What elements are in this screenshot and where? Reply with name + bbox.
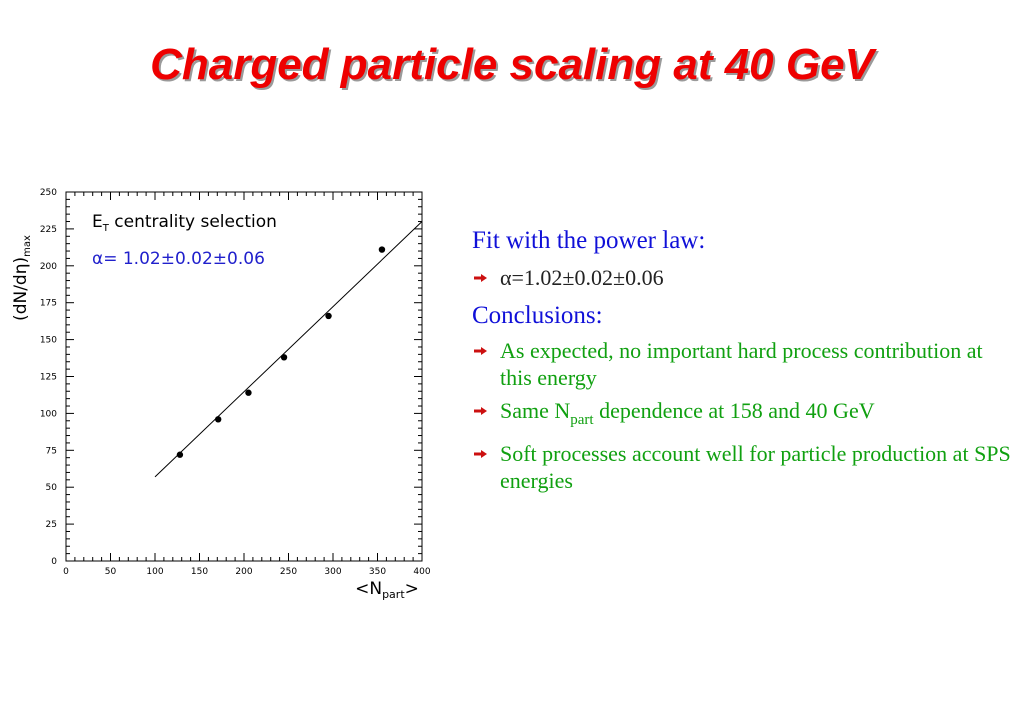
conclusion-bullet-3: Soft processes account well for particle… <box>472 440 1012 494</box>
plot-frame <box>65 191 423 562</box>
x-tick-label: 350 <box>369 567 386 577</box>
x-tick-label: 50 <box>105 567 117 577</box>
y-tick-label: 100 <box>40 409 57 419</box>
text-panel: Fit with the power law: α=1.02±0.02±0.06… <box>472 226 1012 494</box>
data-point <box>280 354 288 361</box>
x-tick-label: 300 <box>324 567 341 577</box>
data-point <box>176 451 184 458</box>
conclusion-text-2-sub: part <box>570 412 594 428</box>
x-tick-label: 0 <box>63 567 69 577</box>
conclusion-text-1: As expected, no important hard process c… <box>500 338 983 390</box>
y-tick-label: 0 <box>51 557 57 567</box>
right-arrow-icon <box>474 407 487 415</box>
x-tick-label: 100 <box>146 567 163 577</box>
slide-title: Charged particle scaling at 40 GeV <box>150 40 874 89</box>
right-arrow-icon <box>474 450 487 458</box>
axes-layer: 0 50 100 150 200 250 300 350 400 0 25 50 75 100 125 150… <box>40 188 431 577</box>
fit-layer <box>154 221 423 478</box>
data-point <box>214 416 222 423</box>
conclusion-bullet-2: Same Npart dependence at 158 and 40 GeV <box>472 397 1012 434</box>
conclusion-bullet-1: As expected, no important hard process c… <box>472 337 1012 391</box>
conclusion-text-3: Soft processes account well for particle… <box>500 441 1011 493</box>
conclusion-text-2-pre: Same N <box>500 398 571 423</box>
right-arrow-icon <box>474 347 487 355</box>
fit-result-bullet: α=1.02±0.02±0.06 <box>472 264 1012 291</box>
y-tick-label: 125 <box>40 373 57 383</box>
y-tick-label: 150 <box>40 336 57 346</box>
right-arrow-icon <box>474 274 487 282</box>
data-point <box>325 312 332 320</box>
x-tick-label: 250 <box>280 567 297 577</box>
fit-result-text: α=1.02±0.02±0.06 <box>500 265 664 290</box>
data-point <box>245 389 252 396</box>
scatter-chart: 0 50 100 150 200 250 300 350 400 0 25 50 75 100 125 150… <box>0 170 450 610</box>
y-axis-label: (dN/dη)max <box>11 235 33 321</box>
points-layer <box>176 246 386 458</box>
x-tick-label: 150 <box>191 567 208 577</box>
y-tick-label: 225 <box>40 225 57 235</box>
y-tick-label: 50 <box>46 483 58 493</box>
x-axis-label: <Npart> <box>355 579 419 601</box>
conclusions-heading: Conclusions: <box>472 302 603 329</box>
fit-line <box>154 221 423 478</box>
x-tick-label: 200 <box>235 567 252 577</box>
y-tick-label: 25 <box>46 520 57 530</box>
conclusion-text-2-post: dependence at 158 and 40 GeV <box>593 398 875 423</box>
chart-svg: 0 50 100 150 200 250 300 350 400 0 25 50 75 100 125 150… <box>11 188 431 601</box>
data-point <box>378 246 386 253</box>
x-tick-label: 400 <box>413 567 430 577</box>
y-tick-label: 175 <box>40 299 57 309</box>
fit-heading: Fit with the power law: <box>472 227 706 254</box>
chart-annotation-selection: ET centrality selection <box>92 212 277 234</box>
y-tick-label: 200 <box>40 262 57 272</box>
y-tick-label: 250 <box>40 188 57 198</box>
y-tick-label: 75 <box>46 446 57 456</box>
chart-annotation-alpha: α= 1.02±0.02±0.06 <box>92 249 265 269</box>
